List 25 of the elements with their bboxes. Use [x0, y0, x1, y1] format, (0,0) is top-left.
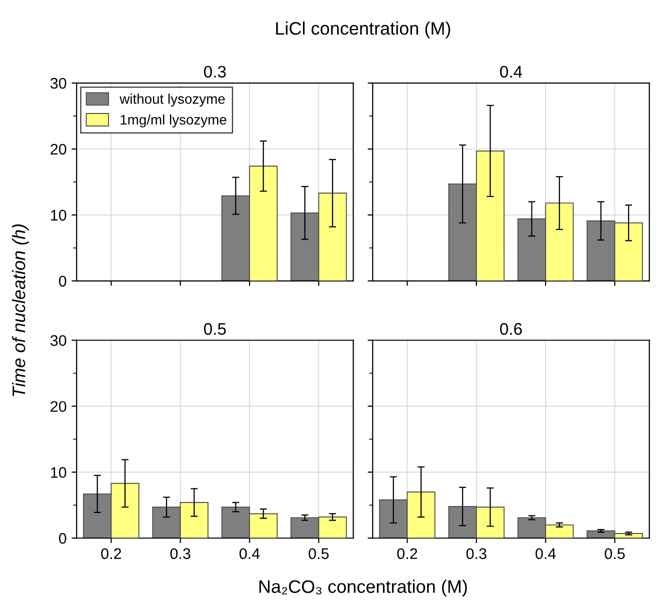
x-axis-title: Na₂CO₃ concentration (M) [259, 580, 467, 597]
x-tick-label: 0.2 [397, 548, 418, 560]
y-tick-label: 30 [50, 78, 66, 89]
x-tick-label: 0.3 [466, 548, 486, 560]
legend-label: without lysozyme [120, 94, 225, 107]
x-tick-label: 0.2 [101, 548, 122, 560]
chart-title: 0.5 [204, 323, 226, 335]
chart-title: 0.4 [500, 66, 522, 78]
y-tick-label: 20 [50, 401, 66, 412]
y-tick-label: 0 [58, 532, 66, 544]
y-tick-label: 0 [58, 276, 66, 287]
chart-title: 0.3 [204, 66, 226, 78]
x-tick-label: 0.3 [170, 548, 190, 560]
y-tick-label: 10 [51, 210, 66, 221]
x-tick-label: 0.5 [308, 548, 329, 560]
y-tick-label: 30 [50, 335, 66, 346]
x-tick-label: 0.4 [536, 548, 556, 560]
y-axis-title: Time of nucleation (h) [12, 224, 29, 396]
y-tick-label: 10 [51, 467, 66, 478]
text: LiCl concentration (M) [276, 22, 450, 38]
x-tick-label: 0.4 [240, 548, 260, 560]
legend-label: 1mg/ml lysozyme [120, 114, 226, 128]
x-tick-label: 0.5 [604, 548, 625, 560]
chart-title: 0.6 [500, 323, 522, 335]
y-tick-label: 20 [50, 144, 66, 155]
